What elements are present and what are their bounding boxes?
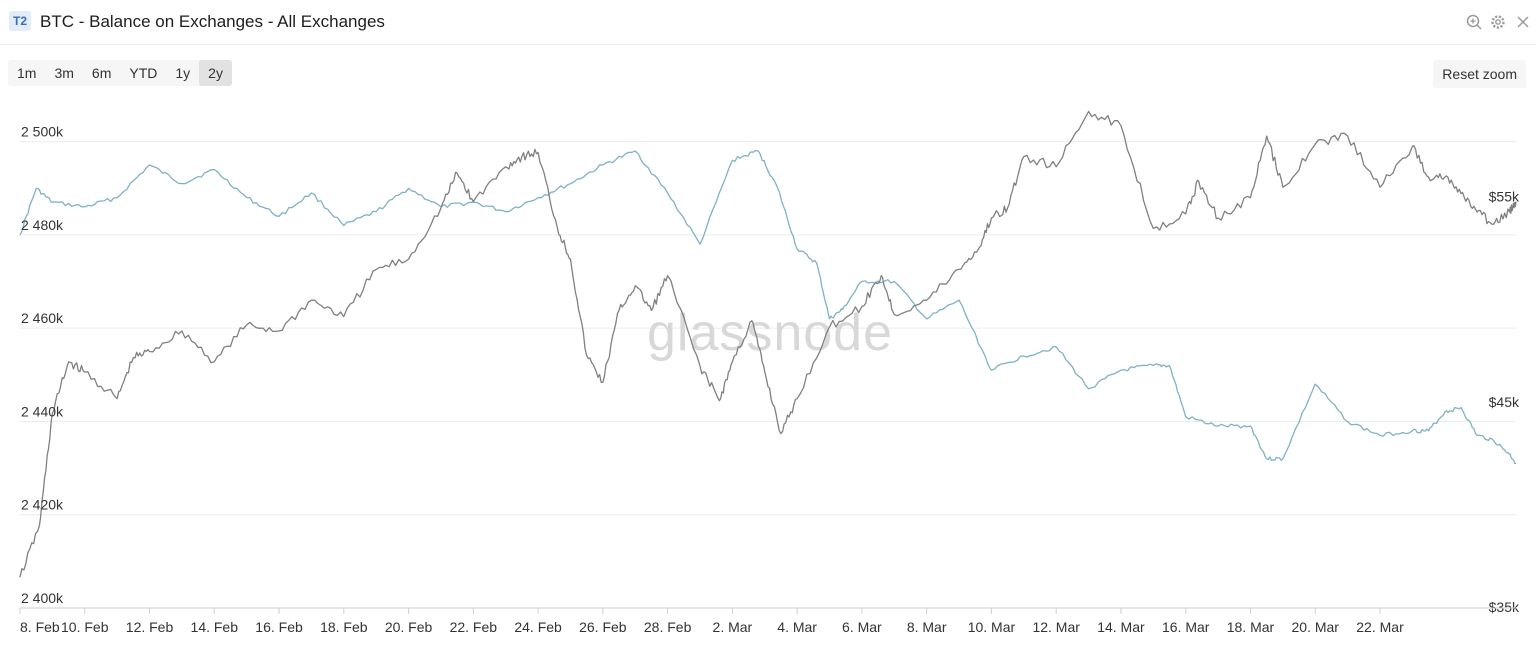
- x-tick-label: 10. Feb: [61, 619, 109, 635]
- x-tick-label: 12. Feb: [126, 619, 174, 635]
- y-right-tick-label: $45k: [1489, 394, 1520, 410]
- x-tick-label: 20. Feb: [385, 619, 433, 635]
- x-tick-label: 28. Feb: [644, 619, 692, 635]
- range-ytd-button[interactable]: YTD: [129, 65, 158, 81]
- x-tick-label: 18. Feb: [320, 619, 368, 635]
- zoom-in-icon[interactable]: [1465, 13, 1483, 31]
- y-left-tick-label: 2 460k: [21, 310, 64, 326]
- x-tick-label: 14. Feb: [191, 619, 239, 635]
- x-tick-label: 22. Mar: [1356, 619, 1404, 635]
- x-tick-label: 2. Mar: [713, 619, 753, 635]
- range-1m-button[interactable]: 1m: [17, 65, 37, 81]
- tier-badge: T2: [9, 11, 31, 31]
- y-left-tick-label: 2 500k: [21, 124, 64, 140]
- x-tick-label: 6. Mar: [842, 619, 882, 635]
- range-2y-button[interactable]: 2y: [199, 60, 232, 86]
- range-selector: 1m 3m 6m YTD 1y 2y: [8, 60, 232, 86]
- x-tick-label: 24. Feb: [514, 619, 562, 635]
- chart-title: BTC - Balance on Exchanges - All Exchang…: [40, 12, 385, 31]
- watermark: glassnode: [647, 304, 893, 362]
- grid-lines: [20, 141, 1516, 516]
- x-tick-label: 10. Mar: [968, 619, 1016, 635]
- price-series-line[interactable]: [19, 110, 1517, 578]
- x-tick-label: 26. Feb: [579, 619, 627, 635]
- balance-series-line[interactable]: [19, 149, 1517, 465]
- x-tick-label: 22. Feb: [450, 619, 498, 635]
- x-tick-label: 4. Mar: [777, 619, 817, 635]
- range-1y-button[interactable]: 1y: [175, 65, 191, 81]
- reset-zoom-button[interactable]: Reset zoom: [1433, 60, 1526, 88]
- x-tick-label: 8. Feb: [20, 619, 60, 635]
- x-tick-label: 12. Mar: [1032, 619, 1080, 635]
- x-tick-label: 16. Feb: [255, 619, 303, 635]
- y-right-tick-label: $55k: [1489, 189, 1520, 205]
- y-right-tick-label: $35k: [1489, 599, 1520, 615]
- x-tick-label: 18. Mar: [1227, 619, 1275, 635]
- y-left-tick-label: 2 480k: [21, 217, 64, 233]
- range-3m-button[interactable]: 3m: [54, 65, 74, 81]
- x-tick-label: 8. Mar: [907, 619, 947, 635]
- x-tick-label: 14. Mar: [1097, 619, 1145, 635]
- y-left-tick-label: 2 400k: [21, 590, 64, 606]
- gear-icon[interactable]: [1489, 13, 1507, 31]
- range-6m-button[interactable]: 6m: [91, 65, 112, 81]
- chart-header: T2 BTC - Balance on Exchanges - All Exch…: [0, 0, 1536, 45]
- axes: 2 400k 2 420k 2 440k 2 460k 2 480k 2 500k $35k…: [19, 124, 1520, 635]
- x-tick-label: 20. Mar: [1292, 619, 1340, 635]
- y-left-tick-label: 2 420k: [21, 497, 64, 513]
- x-tick-label: 16. Mar: [1162, 619, 1210, 635]
- y-left-tick-label: 2 440k: [21, 403, 64, 419]
- series-layer: [19, 110, 1517, 578]
- close-icon[interactable]: [1514, 13, 1532, 31]
